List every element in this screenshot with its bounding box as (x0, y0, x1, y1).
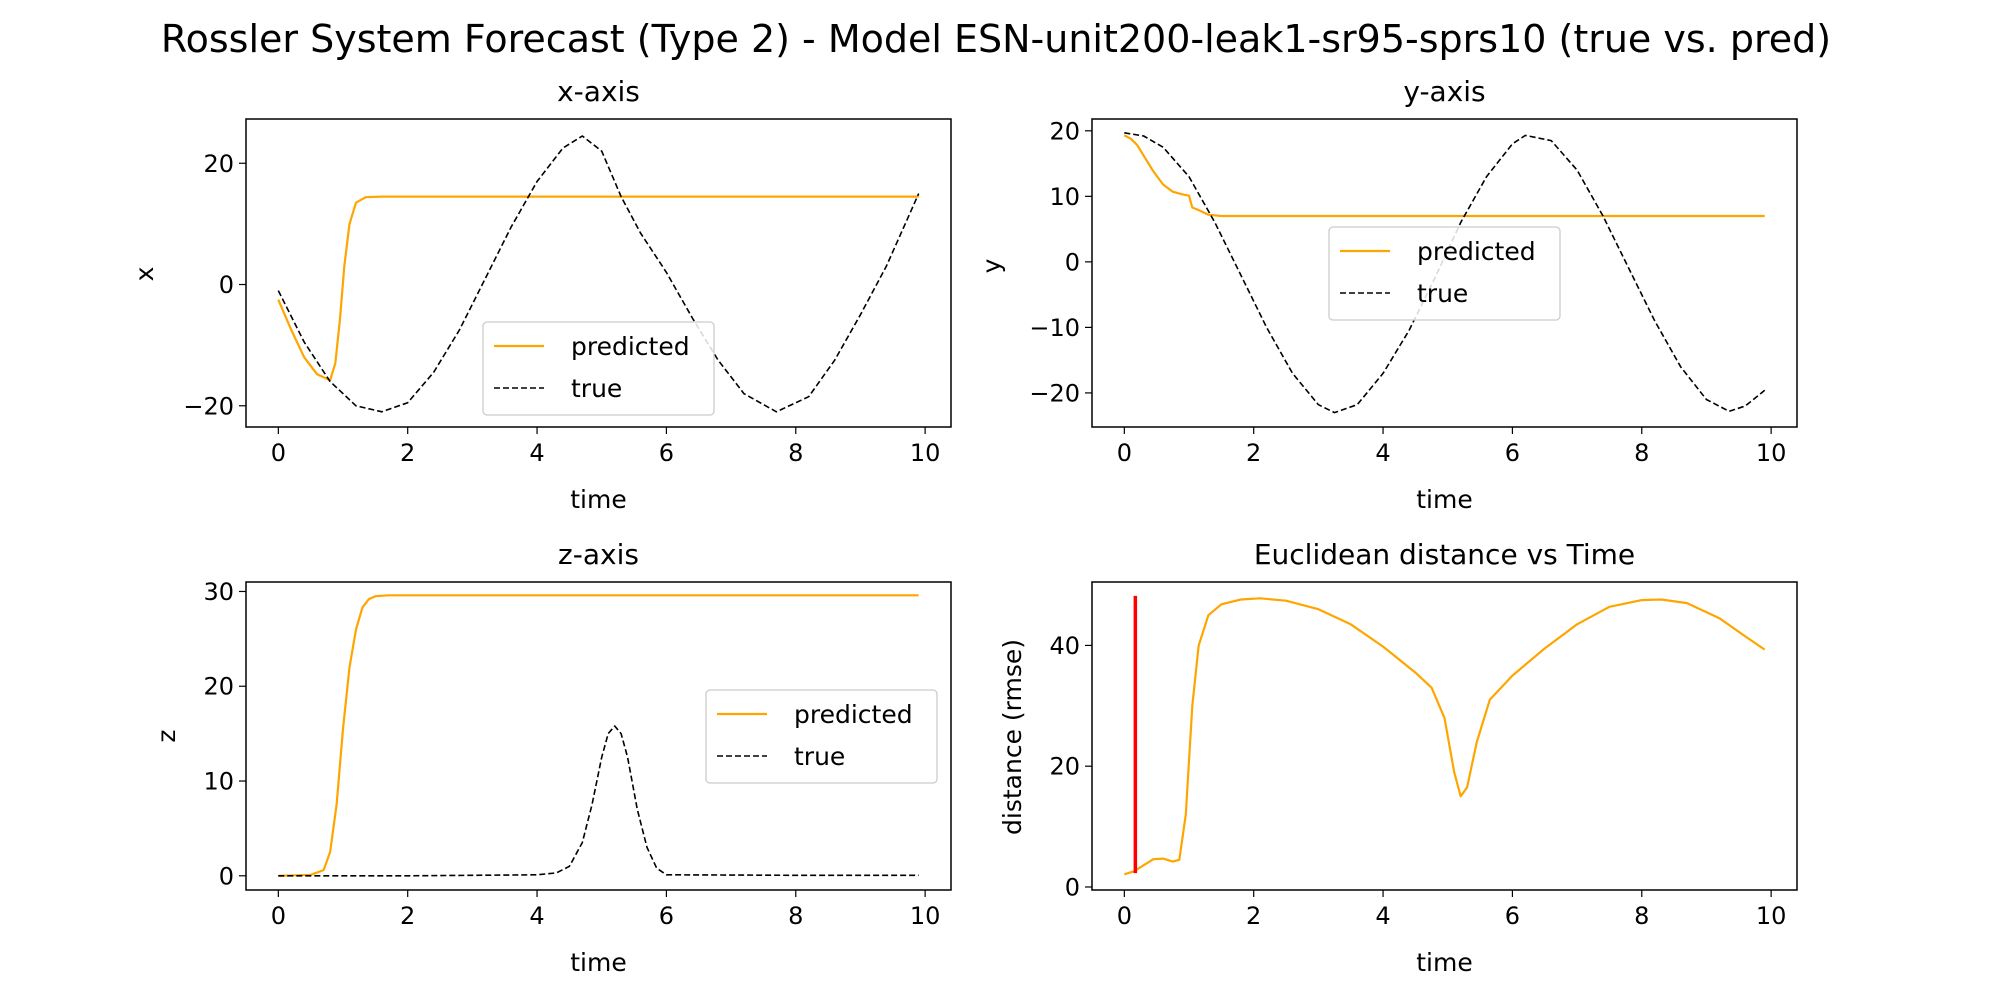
panel-title-euclidean-distance: Euclidean distance vs Time (1254, 538, 1635, 571)
ylabel-y-axis: y (977, 258, 1006, 273)
y-tick-label: 20 (203, 673, 234, 701)
legend-label-predicted: predicted (1417, 237, 1536, 266)
series-line-true (277, 135, 920, 413)
y-tick-label: 30 (203, 578, 234, 606)
legend-label-true: true (1417, 279, 1468, 308)
y-tick-label: 20 (1049, 117, 1080, 145)
x-tick-label: 8 (788, 902, 803, 930)
x-tick-label: 8 (788, 439, 803, 467)
y-tick-label: −10 (1029, 314, 1080, 342)
series-line-predicted (278, 594, 919, 877)
xlabel-x-axis: time (570, 485, 626, 514)
x-tick-label: 0 (271, 439, 286, 467)
ylabel-z-axis: z (152, 729, 181, 742)
series-line-predicted (1123, 134, 1765, 218)
y-tick-label: 10 (203, 768, 234, 796)
legend-label-true: true (794, 742, 845, 771)
panel-title-x-axis: x-axis (557, 75, 640, 108)
legend-label-predicted: predicted (571, 332, 690, 361)
x-tick-label: 2 (400, 439, 415, 467)
plot-frame (1091, 581, 1798, 891)
y-tick-label: 10 (1049, 183, 1080, 211)
y-tick-label: 0 (219, 862, 234, 890)
legend: predicted true (482, 321, 715, 416)
x-tick-label: 0 (1117, 439, 1132, 467)
x-tick-label: 4 (1375, 902, 1390, 930)
xlabel-euclidean-distance: time (1416, 948, 1472, 977)
x-tick-label: 10 (910, 902, 941, 930)
x-tick-label: 2 (400, 902, 415, 930)
plot-frame (245, 118, 952, 428)
xlabel-z-axis: time (570, 948, 626, 977)
plot-frame (245, 581, 952, 891)
x-tick-label: 6 (1505, 439, 1520, 467)
legend: predicted true (1328, 226, 1561, 321)
plot-frame (1091, 118, 1798, 428)
panel-y-axis: y-axis time y 0 2 4 6 8 10 −20 −10 0 10 20 predicte… (977, 75, 1798, 514)
panel-z-axis: z-axis time z 0 2 4 6 8 10 0 10 20 30 predicted tru… (152, 538, 952, 977)
x-tick-label: 4 (529, 902, 544, 930)
panel-euclidean-distance: Euclidean distance vs Time time distance… (998, 538, 1798, 977)
x-tick-label: 4 (529, 439, 544, 467)
x-tick-label: 4 (1375, 439, 1390, 467)
figure-title: Rossler System Forecast (Type 2) - Model… (161, 17, 1831, 61)
y-tick-label: 20 (203, 150, 234, 178)
x-tick-label: 0 (271, 902, 286, 930)
series-line-true (278, 725, 919, 877)
x-tick-label: 10 (1756, 902, 1787, 930)
series-line-predicted (277, 195, 919, 382)
x-tick-label: 2 (1246, 902, 1261, 930)
ylabel-euclidean-distance: distance (rmse) (998, 639, 1027, 835)
x-tick-label: 6 (659, 902, 674, 930)
y-tick-label: 0 (219, 271, 234, 299)
y-tick-label: 0 (1065, 873, 1080, 901)
x-tick-label: 0 (1117, 902, 1132, 930)
x-tick-label: 8 (1634, 439, 1649, 467)
y-tick-label: 20 (1049, 753, 1080, 781)
y-tick-label: 0 (1065, 248, 1080, 276)
x-tick-label: 6 (1505, 902, 1520, 930)
x-tick-label: 10 (910, 439, 941, 467)
legend-label-predicted: predicted (794, 700, 913, 729)
legend-label-true: true (571, 374, 622, 403)
panel-title-y-axis: y-axis (1403, 75, 1485, 108)
x-tick-label: 8 (1634, 902, 1649, 930)
x-tick-label: 6 (659, 439, 674, 467)
xlabel-y-axis: time (1416, 485, 1472, 514)
ylabel-x-axis: x (130, 267, 159, 282)
x-tick-label: 10 (1756, 439, 1787, 467)
y-tick-label: 40 (1049, 632, 1080, 660)
panel-title-z-axis: z-axis (558, 538, 639, 571)
y-tick-label: −20 (1029, 379, 1080, 407)
panel-x-axis: x-axis time x 0 2 4 6 8 10 −20 0 20 predicted true (130, 75, 952, 514)
x-tick-label: 2 (1246, 439, 1261, 467)
series-line-true (1124, 132, 1766, 414)
y-tick-label: −20 (183, 392, 234, 420)
legend: predicted true (705, 689, 938, 784)
series-line-distance (1123, 597, 1766, 876)
